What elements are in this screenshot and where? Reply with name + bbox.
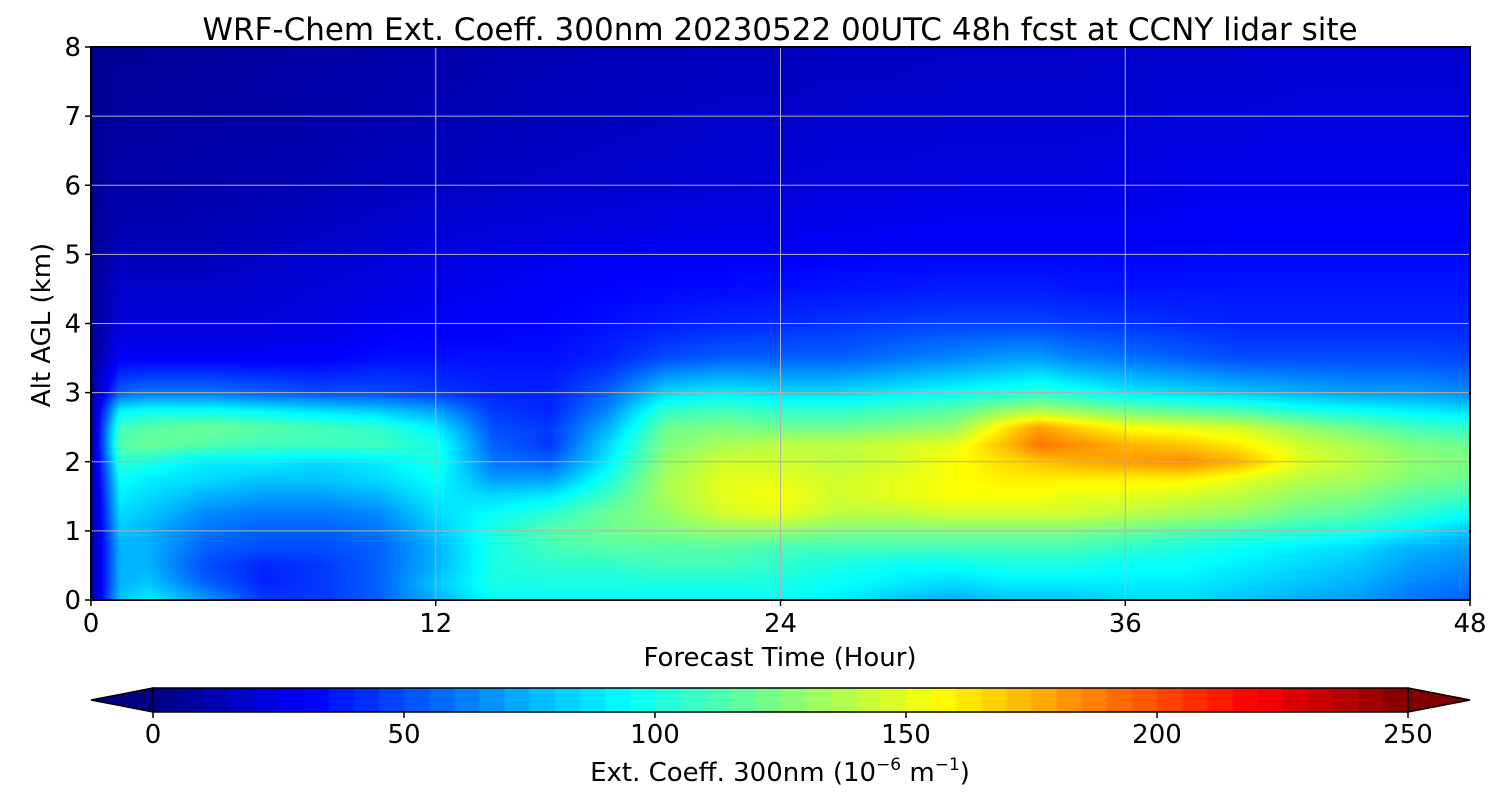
x-tick-label: 48 bbox=[1453, 609, 1486, 639]
colorbar-tick-label: 50 bbox=[387, 720, 420, 750]
x-axis: 0 12 24 36 48 bbox=[83, 600, 1487, 639]
y-tick-label: 3 bbox=[64, 379, 81, 409]
y-tick-label: 7 bbox=[64, 102, 81, 132]
grid-lines bbox=[91, 47, 1470, 600]
y-tick-label: 8 bbox=[64, 33, 81, 63]
x-tick-label: 12 bbox=[419, 609, 452, 639]
x-tick-label: 24 bbox=[764, 609, 797, 639]
colorbar-label-main: Ext. Coeff. 300nm (10 bbox=[590, 758, 876, 788]
y-tick-label: 5 bbox=[64, 240, 81, 270]
colorbar-tick-label: 150 bbox=[881, 720, 931, 750]
x-tick-label: 0 bbox=[83, 609, 100, 639]
y-tick-label: 2 bbox=[64, 448, 81, 478]
colorbar: 0 50 100 150 200 250 Ext. Coeff. 300nm (10−6 … bbox=[90, 687, 1471, 788]
plot-area bbox=[90, 46, 1471, 601]
colorbar-label-unit: m bbox=[901, 758, 935, 788]
colorbar-tick-label: 200 bbox=[1132, 720, 1182, 750]
colorbar-frame bbox=[152, 687, 1409, 713]
colorbar-extend-low-arrow bbox=[90, 687, 154, 713]
colorbar-tick-label: 250 bbox=[1383, 720, 1433, 750]
colorbar-gradient bbox=[153, 688, 1408, 712]
y-tick-label: 4 bbox=[64, 310, 81, 340]
colorbar-label-exponent-2: −1 bbox=[935, 755, 960, 775]
colorbar-tick-label: 0 bbox=[145, 720, 162, 750]
y-axis-label: Alt AGL (km) bbox=[27, 243, 57, 407]
y-tick-label: 6 bbox=[64, 171, 81, 201]
y-tick-label: 1 bbox=[64, 517, 81, 547]
colorbar-label-close: ) bbox=[960, 758, 970, 788]
x-tick-label: 36 bbox=[1109, 609, 1142, 639]
y-tick-label: 0 bbox=[64, 586, 81, 616]
colorbar-label: Ext. Coeff. 300nm (10−6 m−1) bbox=[590, 755, 970, 788]
colorbar-tick-label: 100 bbox=[630, 720, 680, 750]
y-axis: 0 1 2 3 4 5 6 7 8 bbox=[64, 33, 91, 616]
x-axis-label: Forecast Time (Hour) bbox=[643, 643, 916, 673]
colorbar-ticks: 0 50 100 150 200 250 bbox=[145, 712, 1433, 750]
colorbar-label-exponent-1: −6 bbox=[876, 755, 901, 775]
chart-title: WRF-Chem Ext. Coeff. 300nm 20230522 00UT… bbox=[202, 12, 1357, 48]
colorbar-extend-high-arrow bbox=[1407, 687, 1471, 713]
